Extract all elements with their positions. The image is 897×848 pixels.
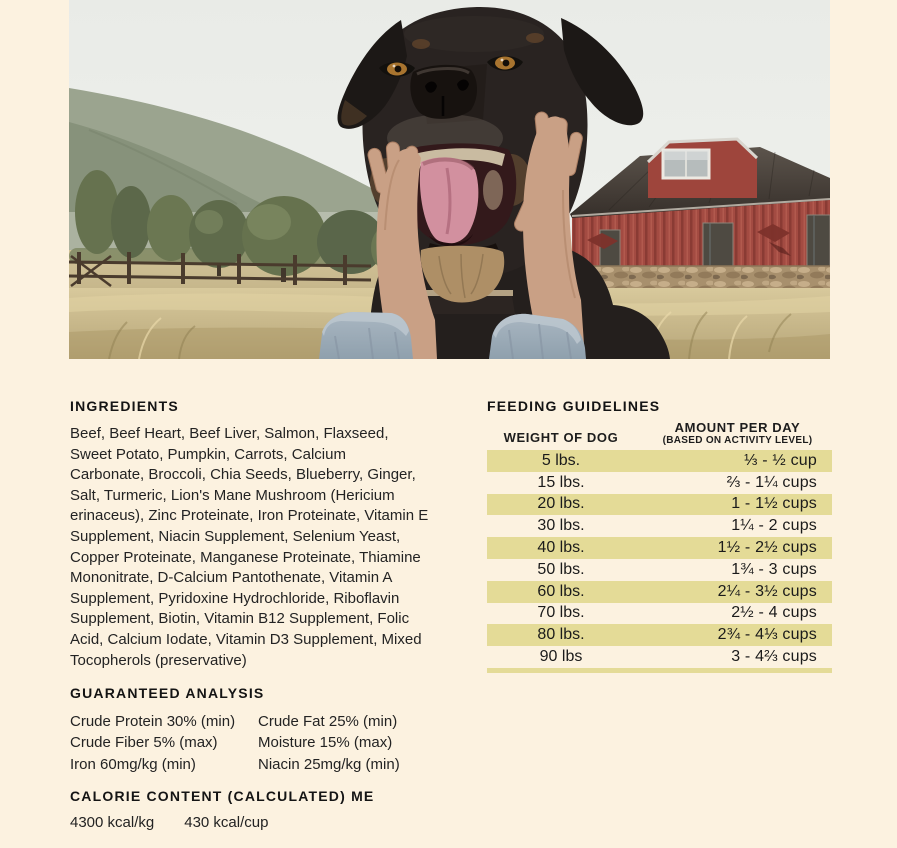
- barn-wall: [572, 199, 830, 272]
- calorie-values: 4300 kcal/kg 430 kcal/cup: [70, 814, 374, 831]
- table-row: 50 lbs. 1¾ - 3 cups: [487, 559, 832, 581]
- table-row: 15 lbs. ⅔ - 1¼ cups: [487, 472, 832, 494]
- amount-cell: ⅓ - ½ cup: [744, 451, 817, 469]
- amount-cell: 1½ - 2½ cups: [717, 539, 817, 557]
- feeding-guidelines-section: FEEDING GUIDELINES WEIGHT OF DOG AMOUNT …: [487, 398, 832, 673]
- table-row: 20 lbs. 1 - 1½ cups: [487, 493, 832, 516]
- weight-cell: 80 lbs.: [537, 626, 585, 644]
- weight-cell: 15 lbs.: [537, 473, 585, 491]
- calorie-content-title: CALORIE CONTENT (CALCULATED) ME: [70, 788, 375, 804]
- analysis-column-left: Crude Protein 30% (min) Crude Fiber 5% (…: [70, 713, 236, 773]
- hero-photo: [69, 0, 830, 359]
- dog-ear-right: [561, 18, 644, 126]
- feeding-guidelines-title: FEEDING GUIDELINES: [487, 398, 661, 414]
- weight-cell: 5 lbs.: [541, 451, 581, 469]
- fence: [69, 252, 372, 287]
- column-header-weight: WEIGHT OF DOG: [503, 430, 619, 445]
- table-row: 80 lbs. 2¾ - 4⅓ cups: [487, 624, 832, 647]
- stone-foundation: [572, 266, 830, 292]
- amount-cell: 1 - 1½ cups: [731, 495, 817, 513]
- hero-photo-illustration: [69, 0, 830, 359]
- hand-left: [367, 141, 437, 359]
- feeding-table-header: WEIGHT OF DOG AMOUNT PER DAY (BASED ON A…: [487, 420, 832, 446]
- table-bottom-rule: [487, 667, 832, 673]
- barn: [570, 137, 830, 292]
- guaranteed-analysis-title: GUARANTEED ANALYSIS: [70, 685, 265, 701]
- weight-cell: 40 lbs.: [537, 539, 585, 557]
- weight-cell: 50 lbs.: [537, 560, 585, 578]
- table-row: 5 lbs. ⅓ - ½ cup: [487, 450, 832, 472]
- ingredients-section: INGREDIENTS Beef, Beef Heart, Beef Liver…: [70, 398, 482, 671]
- barn-windows: [599, 214, 830, 271]
- kcal-per-cup: 430 kcal/cup: [184, 814, 269, 831]
- table-row: 60 lbs. 2¼ - 3½ cups: [487, 580, 832, 603]
- barn-ornaments: [587, 224, 791, 256]
- table-row: 70 lbs. 2½ - 4 cups: [487, 603, 832, 625]
- table-row: 40 lbs. 1½ - 2½ cups: [487, 537, 832, 559]
- sleeve-right: [489, 313, 586, 359]
- dog: [337, 6, 670, 359]
- weight-cell: 30 lbs.: [537, 517, 585, 535]
- sleeves: [319, 312, 586, 359]
- amount-cell: 3 - 4⅔ cups: [731, 648, 817, 666]
- table-row: 90 lbs 3 - 4⅔ cups: [487, 646, 832, 668]
- amount-cell: 1¼ - 2 cups: [731, 517, 817, 535]
- dog-eye-right: [487, 56, 523, 71]
- hands: [367, 111, 585, 359]
- weight-cell: 90 lbs: [539, 648, 583, 666]
- calorie-content-section: CALORIE CONTENT (CALCULATED) ME 4300 kca…: [70, 788, 374, 831]
- barn-dormer: [646, 137, 759, 198]
- dog-ear-left: [337, 20, 407, 129]
- hand-right: [514, 111, 585, 359]
- dog-eye-left: [379, 62, 415, 77]
- analysis-column-right: Crude Fat 25% (min) Moisture 15% (max) N…: [258, 713, 400, 773]
- dog-mouth: [398, 143, 517, 247]
- sleeve-left: [319, 312, 413, 359]
- weight-cell: 60 lbs.: [537, 582, 585, 600]
- amount-cell: 2¾ - 4⅓ cups: [717, 626, 817, 644]
- weight-cell: 20 lbs.: [537, 495, 585, 513]
- amount-cell: 1¾ - 3 cups: [731, 560, 817, 578]
- amount-cell: 2¼ - 3½ cups: [717, 582, 817, 600]
- kcal-per-kg: 4300 kcal/kg: [70, 814, 155, 831]
- amount-cell: 2½ - 4 cups: [731, 604, 817, 622]
- feeding-table-rows: 5 lbs. ⅓ - ½ cup 15 lbs. ⅔ - 1¼ cups 20 lb…: [487, 450, 832, 668]
- ingredients-text: Beef, Beef Heart, Beef Liver, Salmon, Fl…: [70, 425, 429, 669]
- ingredients-title: INGREDIENTS: [70, 398, 179, 414]
- table-row: 30 lbs. 1¼ - 2 cups: [487, 515, 832, 537]
- dog-nose: [410, 64, 477, 119]
- guaranteed-analysis-section: GUARANTEED ANALYSIS Crude Protein 30% (m…: [70, 685, 400, 775]
- column-header-amount: AMOUNT PER DAY (BASED ON ACTIVITY LEVEL): [662, 420, 813, 446]
- amount-cell: ⅔ - 1¼ cups: [726, 473, 817, 491]
- weight-cell: 70 lbs.: [537, 604, 585, 622]
